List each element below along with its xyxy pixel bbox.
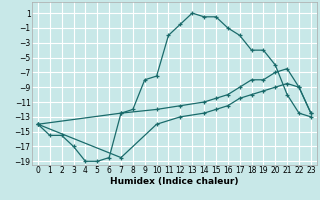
X-axis label: Humidex (Indice chaleur): Humidex (Indice chaleur) [110, 177, 239, 186]
